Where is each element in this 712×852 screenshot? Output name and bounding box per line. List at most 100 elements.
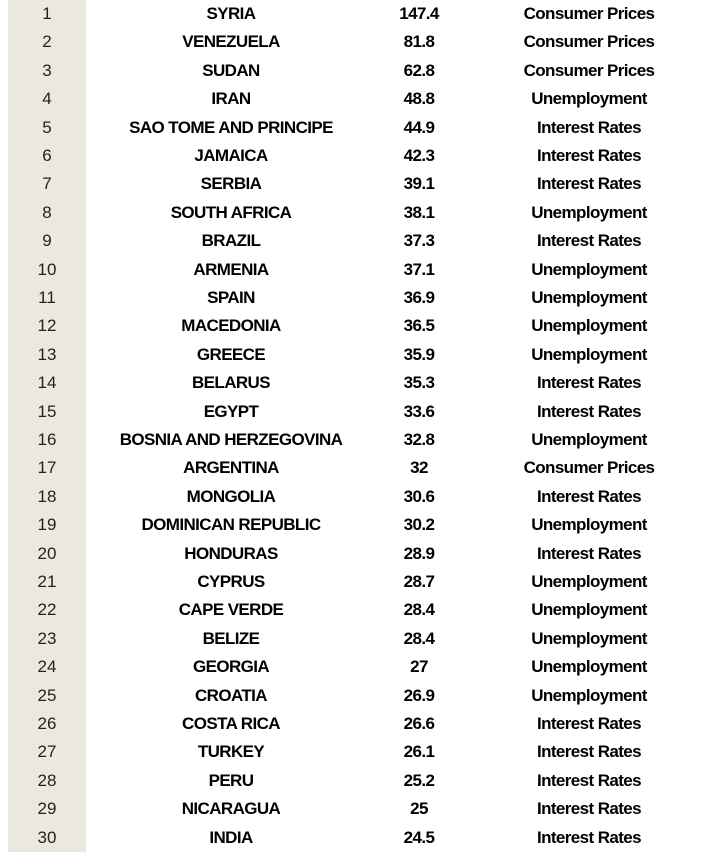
value-cell[interactable]: 33.6 bbox=[403, 401, 435, 421]
country-cell[interactable]: ARGENTINA bbox=[183, 458, 279, 478]
table-row[interactable]: 19 DOMINICAN REPUBLIC 30.2 Unemployment bbox=[0, 511, 712, 540]
value-cell[interactable]: 25 bbox=[410, 799, 428, 819]
value-cell[interactable]: 32.8 bbox=[403, 430, 435, 449]
country-cell[interactable]: IRAN bbox=[211, 89, 251, 109]
value-cell[interactable]: 38.1 bbox=[403, 202, 435, 222]
indicator-cell[interactable]: Unemployment bbox=[531, 515, 647, 535]
country-cell[interactable]: EGYPT bbox=[203, 401, 259, 421]
indicator-cell[interactable]: Unemployment bbox=[531, 657, 647, 677]
table-row[interactable]: 6 JAMAICA 42.3 Interest Rates bbox=[0, 142, 712, 171]
country-cell[interactable]: CYPRUS bbox=[197, 572, 265, 591]
country-cell[interactable]: GREECE bbox=[196, 344, 266, 364]
value-cell[interactable]: 28.7 bbox=[403, 572, 435, 591]
table-row[interactable]: 20 HONDURAS 28.9 Interest Rates bbox=[0, 539, 712, 568]
table-row[interactable]: 7 SERBIA 39.1 Interest Rates bbox=[0, 170, 712, 199]
country-cell[interactable]: COSTA RICA bbox=[182, 714, 280, 733]
value-cell[interactable]: 39.1 bbox=[403, 174, 435, 194]
value-cell[interactable]: 30.2 bbox=[403, 515, 435, 535]
value-cell[interactable]: 28.9 bbox=[403, 543, 435, 563]
country-cell[interactable]: DOMINICAN REPUBLIC bbox=[141, 515, 321, 535]
indicator-cell[interactable]: Interest Rates bbox=[536, 714, 642, 733]
country-cell[interactable]: BELIZE bbox=[202, 628, 260, 648]
indicator-cell[interactable]: Interest Rates bbox=[536, 373, 642, 393]
value-cell[interactable]: 44.9 bbox=[403, 117, 435, 137]
country-cell[interactable]: TURKEY bbox=[197, 742, 265, 762]
value-cell[interactable]: 28.4 bbox=[403, 628, 435, 648]
table-row[interactable]: 2 VENEZUELA 81.8 Consumer Prices bbox=[0, 28, 712, 57]
table-row[interactable]: 5 SAO TOME AND PRINCIPE 44.9 Interest Rates bbox=[0, 113, 712, 142]
value-cell[interactable]: 37.1 bbox=[403, 259, 435, 279]
country-cell[interactable]: NICARAGUA bbox=[181, 799, 281, 819]
table-row[interactable]: 18 MONGOLIA 30.6 Interest Rates bbox=[0, 482, 712, 512]
table-row[interactable]: 21 CYPRUS 28.7 Unemployment bbox=[0, 568, 712, 597]
country-cell[interactable]: GEORGIA bbox=[192, 657, 270, 677]
value-cell[interactable]: 48.8 bbox=[403, 89, 435, 109]
table-row[interactable]: 30 INDIA 24.5 Interest Rates bbox=[0, 823, 712, 852]
table-row[interactable]: 8 SOUTH AFRICA 38.1 Unemployment bbox=[0, 198, 712, 228]
table-row[interactable]: 15 EGYPT 33.6 Interest Rates bbox=[0, 397, 712, 426]
country-cell[interactable]: PERU bbox=[208, 770, 254, 790]
value-cell[interactable]: 62.8 bbox=[403, 60, 435, 80]
table-row[interactable]: 14 BELARUS 35.3 Interest Rates bbox=[0, 369, 712, 398]
value-cell[interactable]: 26.9 bbox=[403, 685, 435, 705]
table-row[interactable]: 11 SPAIN 36.9 Unemployment bbox=[0, 284, 712, 313]
value-cell[interactable]: 42.3 bbox=[403, 146, 435, 165]
value-cell[interactable]: 36.9 bbox=[403, 288, 435, 307]
country-cell[interactable]: SYRIA bbox=[206, 4, 257, 23]
value-cell[interactable]: 25.2 bbox=[403, 770, 435, 790]
indicator-cell[interactable]: Interest Rates bbox=[536, 174, 642, 194]
table-row[interactable]: 13 GREECE 35.9 Unemployment bbox=[0, 340, 712, 370]
table-row[interactable]: 29 NICARAGUA 25 Interest Rates bbox=[0, 795, 712, 824]
indicator-cell[interactable]: Interest Rates bbox=[536, 486, 642, 506]
country-cell[interactable]: CROATIA bbox=[195, 685, 268, 705]
table-row[interactable]: 27 TURKEY 26.1 Interest Rates bbox=[0, 738, 712, 767]
country-cell[interactable]: SOUTH AFRICA bbox=[170, 202, 292, 222]
indicator-cell[interactable]: Unemployment bbox=[531, 572, 647, 591]
indicator-cell[interactable]: Unemployment bbox=[531, 89, 647, 109]
country-cell[interactable]: VENEZUELA bbox=[182, 32, 280, 52]
value-cell[interactable]: 35.3 bbox=[403, 373, 435, 393]
country-cell[interactable]: SUDAN bbox=[202, 60, 260, 80]
indicator-cell[interactable]: Unemployment bbox=[531, 430, 647, 449]
country-cell[interactable]: HONDURAS bbox=[184, 543, 278, 563]
indicator-cell[interactable]: Interest Rates bbox=[536, 401, 642, 421]
table-row[interactable]: 12 MACEDONIA 36.5 Unemployment bbox=[0, 312, 712, 341]
table-row[interactable]: 28 PERU 25.2 Interest Rates bbox=[0, 766, 712, 796]
country-cell[interactable]: SAO TOME AND PRINCIPE bbox=[129, 117, 333, 137]
value-cell[interactable]: 147.4 bbox=[399, 4, 439, 23]
indicator-cell[interactable]: Consumer Prices bbox=[523, 32, 655, 52]
indicator-cell[interactable]: Interest Rates bbox=[536, 799, 642, 819]
table-row[interactable]: 24 GEORGIA 27 Unemployment bbox=[0, 653, 712, 682]
country-cell[interactable]: BOSNIA AND HERZEGOVINA bbox=[119, 430, 343, 449]
value-cell[interactable]: 26.6 bbox=[403, 714, 435, 733]
value-cell[interactable]: 36.5 bbox=[403, 316, 435, 336]
value-cell[interactable]: 26.1 bbox=[403, 742, 435, 762]
indicator-cell[interactable]: Unemployment bbox=[531, 288, 647, 307]
table-row[interactable]: 22 CAPE VERDE 28.4 Unemployment bbox=[0, 596, 712, 625]
value-cell[interactable]: 37.3 bbox=[403, 231, 435, 251]
country-cell[interactable]: ARMENIA bbox=[193, 259, 269, 279]
indicator-cell[interactable]: Unemployment bbox=[531, 202, 647, 222]
table-row[interactable]: 17 ARGENTINA 32 Consumer Prices bbox=[0, 454, 712, 483]
value-cell[interactable]: 24.5 bbox=[403, 827, 435, 847]
table-row[interactable]: 26 COSTA RICA 26.6 Interest Rates bbox=[0, 710, 712, 739]
indicator-cell[interactable]: Unemployment bbox=[531, 316, 647, 336]
table-row[interactable]: 1 SYRIA 147.4 Consumer Prices bbox=[0, 0, 712, 29]
table-row[interactable]: 16 BOSNIA AND HERZEGOVINA 32.8 Unemployment bbox=[0, 426, 712, 455]
indicator-cell[interactable]: Interest Rates bbox=[536, 827, 642, 847]
table-row[interactable]: 3 SUDAN 62.8 Consumer Prices bbox=[0, 56, 712, 86]
table-row[interactable]: 10 ARMENIA 37.1 Unemployment bbox=[0, 255, 712, 284]
indicator-cell[interactable]: Interest Rates bbox=[536, 146, 642, 165]
value-cell[interactable]: 28.4 bbox=[403, 600, 435, 620]
country-cell[interactable]: SERBIA bbox=[200, 174, 262, 194]
indicator-cell[interactable]: Consumer Prices bbox=[523, 60, 655, 80]
indicator-cell[interactable]: Consumer Prices bbox=[523, 458, 655, 478]
country-cell[interactable]: BELARUS bbox=[192, 373, 271, 393]
value-cell[interactable]: 27 bbox=[410, 657, 428, 677]
value-cell[interactable]: 30.6 bbox=[403, 486, 435, 506]
indicator-cell[interactable]: Interest Rates bbox=[536, 770, 642, 790]
indicator-cell[interactable]: Unemployment bbox=[531, 344, 647, 364]
table-row[interactable]: 4 IRAN 48.8 Unemployment bbox=[0, 85, 712, 114]
table-row[interactable]: 9 BRAZIL 37.3 Interest Rates bbox=[0, 227, 712, 256]
value-cell[interactable]: 35.9 bbox=[403, 344, 435, 364]
